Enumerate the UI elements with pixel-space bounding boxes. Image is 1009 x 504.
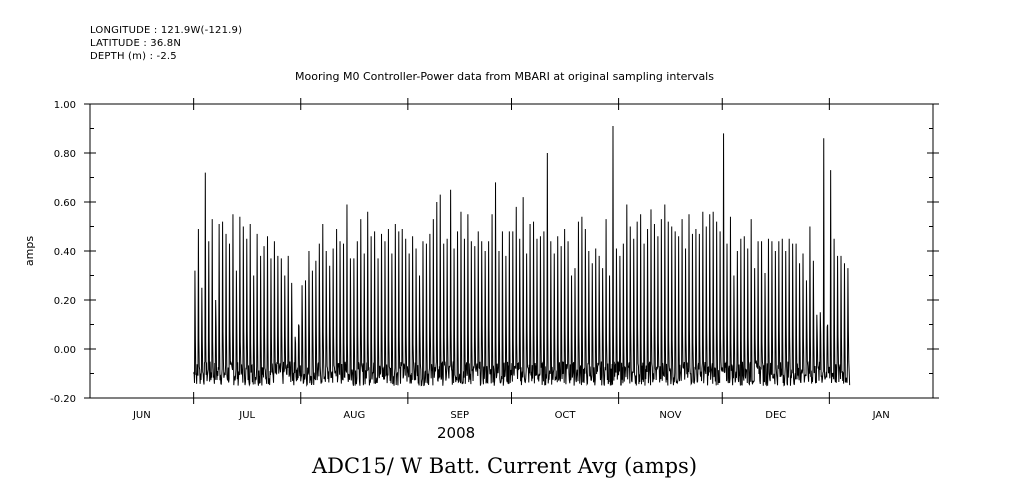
y-tick-label: 0.00 (54, 345, 76, 356)
y-axis-label: amps (23, 236, 36, 266)
plot-title: Mooring M0 Controller-Power data from MB… (295, 70, 714, 83)
x-axis: JUN JUL AUG SEP OCT NOV DEC JAN (132, 98, 890, 421)
x-tick-label: DEC (765, 410, 786, 421)
x-tick-label: JUL (238, 410, 255, 421)
x-tick-label: AUG (343, 410, 365, 421)
x-tick-label: SEP (450, 410, 469, 421)
y-tick-label: 0.60 (54, 198, 76, 209)
x-tick-label: OCT (555, 410, 577, 421)
latitude-label: LATITUDE : 36.8N (90, 38, 182, 49)
y-tick-label: 0.80 (54, 149, 76, 160)
year-label: 2008 (437, 424, 476, 442)
depth-label: DEPTH (m) : -2.5 (90, 51, 177, 62)
x-tick-label: NOV (659, 410, 681, 421)
longitude-label: LONGITUDE : 121.9W(-121.9) (90, 25, 243, 36)
y-tick-label: -0.20 (50, 394, 76, 405)
bottom-title: ADC15/ W Batt. Current Avg (amps) (311, 454, 698, 478)
y-tick-label: 1.00 (54, 100, 76, 111)
x-tick-label: JAN (872, 410, 890, 421)
y-tick-label: 0.20 (54, 296, 76, 307)
current-series-line (193, 126, 851, 387)
series-layer (193, 126, 851, 387)
y-axis: 1.00 0.80 0.60 0.40 0.20 0.00 -0.20 (50, 100, 939, 405)
x-tick-label: JUN (132, 410, 151, 421)
y-tick-label: 0.40 (54, 247, 76, 258)
